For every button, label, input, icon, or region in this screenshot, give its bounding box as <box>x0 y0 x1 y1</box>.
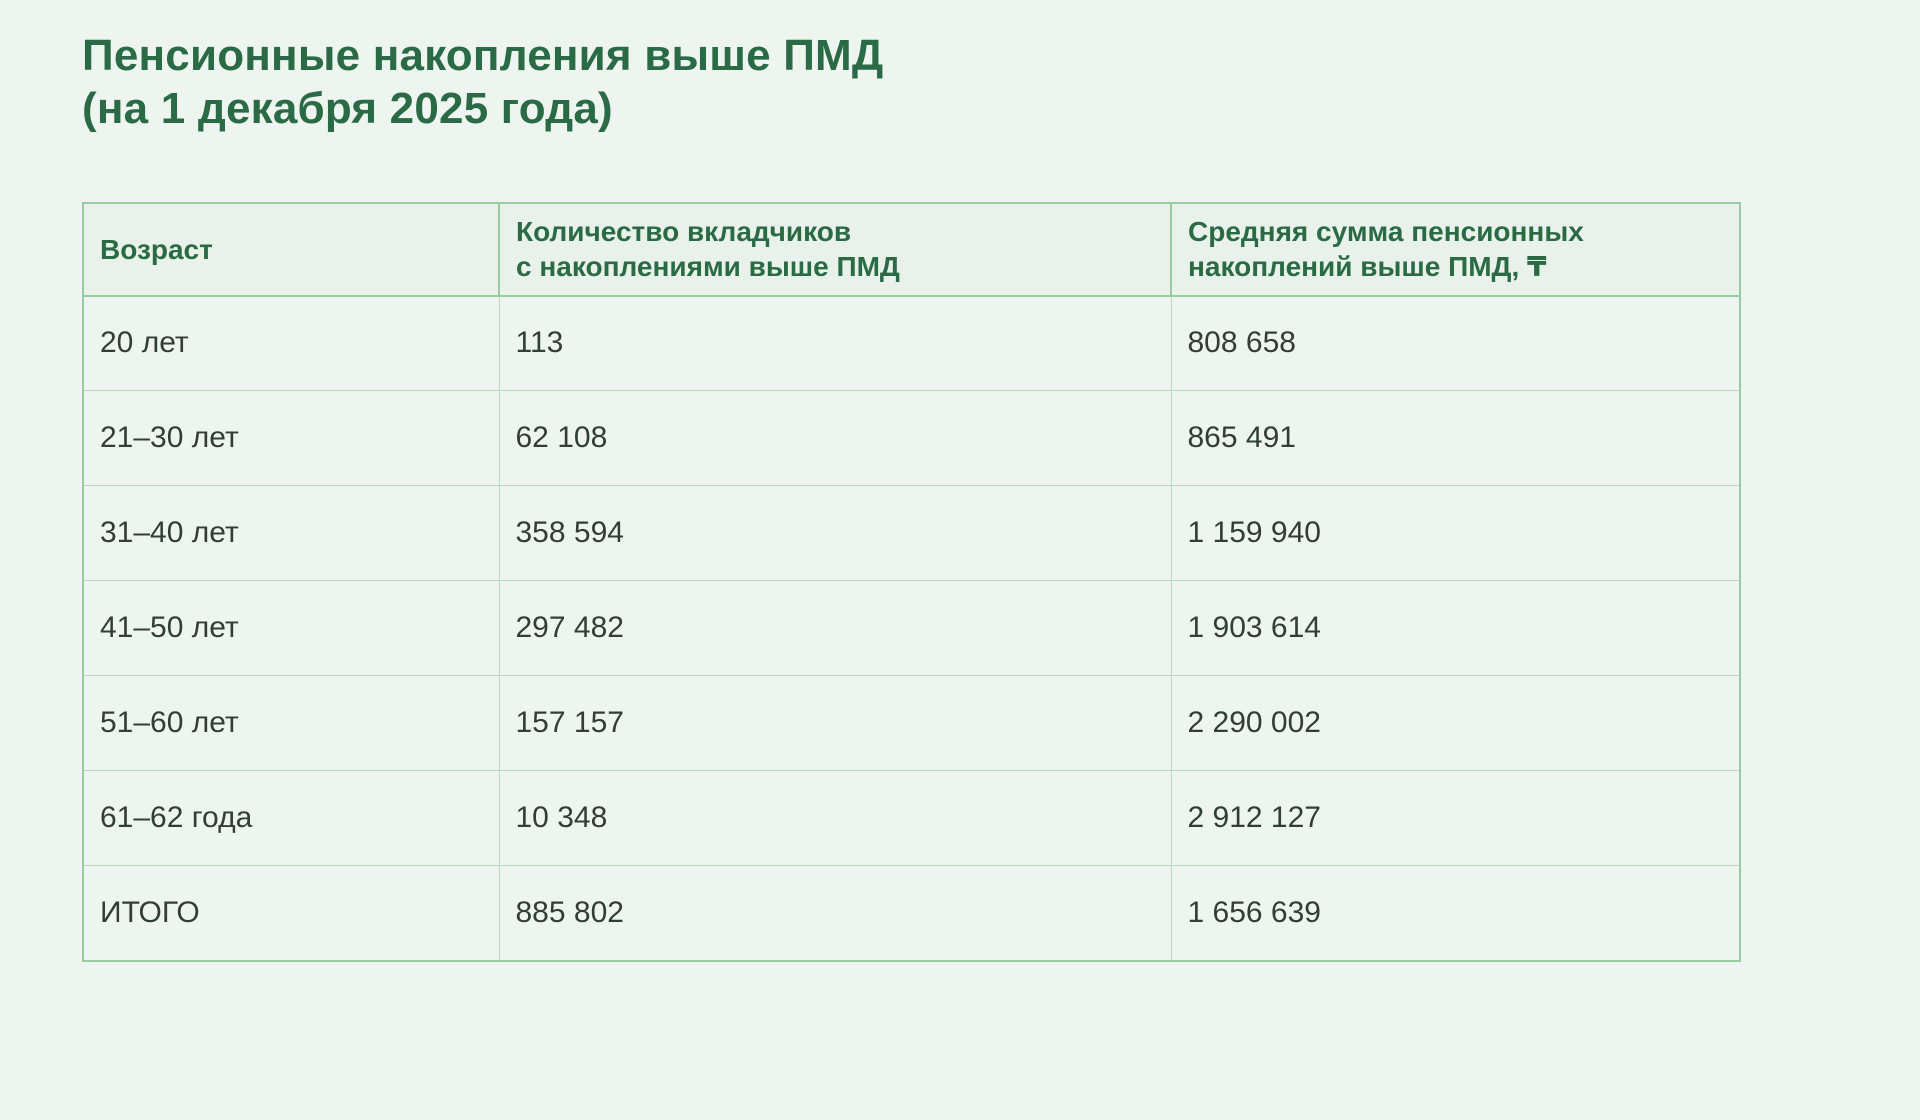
age-cell: 61–62 года <box>82 770 500 867</box>
title-line-2: (на 1 декабря 2025 года) <box>82 83 613 133</box>
table-row: 31–40 лет 358 594 1 159 940 <box>82 485 1741 582</box>
contributors-count-cell: 358 594 <box>498 485 1172 582</box>
table-row: 21–30 лет 62 108 865 491 <box>82 390 1741 487</box>
average-sum-cell: 1 656 639 <box>1170 865 1741 962</box>
page-title: Пенсионные накопления выше ПМД (на 1 дека… <box>82 30 1920 136</box>
column-header-average-sum: Средняя сумма пенсионных накоплений выше… <box>1170 201 1741 297</box>
age-cell: 21–30 лет <box>82 390 500 487</box>
table-header-row: Возраст Количество вкладчиков с накоплен… <box>82 201 1741 297</box>
column-header-contributors-count: Количество вкладчиков с накоплениями выш… <box>498 201 1172 297</box>
table-row: 51–60 лет 157 157 2 290 002 <box>82 675 1741 772</box>
contributors-count-cell: 885 802 <box>498 865 1172 962</box>
average-sum-cell: 2 912 127 <box>1170 770 1741 867</box>
average-sum-cell: 865 491 <box>1170 390 1741 487</box>
age-cell: 20 лет <box>82 295 500 392</box>
title-line-1: Пенсионные накопления выше ПМД <box>82 31 884 80</box>
contributors-count-cell: 10 348 <box>498 770 1172 867</box>
average-sum-cell: 2 290 002 <box>1170 675 1741 772</box>
age-cell: 31–40 лет <box>82 485 500 582</box>
age-cell: ИТОГО <box>82 865 500 962</box>
average-sum-cell: 1 903 614 <box>1170 580 1741 677</box>
infographic: Пенсионные накопления выше ПМД (на 1 дека… <box>82 30 1920 962</box>
table-row: 20 лет 113 808 658 <box>82 295 1741 392</box>
age-cell: 41–50 лет <box>82 580 500 677</box>
contributors-count-cell: 157 157 <box>498 675 1172 772</box>
table-body: 20 лет 113 808 658 21–30 лет 62 108 865 491 31… <box>82 295 1741 962</box>
column-header-age: Возраст <box>82 201 500 297</box>
average-sum-cell: 808 658 <box>1170 295 1741 392</box>
contributors-count-cell: 113 <box>498 295 1172 392</box>
pension-savings-table: Возраст Количество вкладчиков с накоплен… <box>82 201 1741 962</box>
table-row: ИТОГО 885 802 1 656 639 <box>82 865 1741 962</box>
contributors-count-cell: 297 482 <box>498 580 1172 677</box>
contributors-count-cell: 62 108 <box>498 390 1172 487</box>
age-cell: 51–60 лет <box>82 675 500 772</box>
table-row: 61–62 года 10 348 2 912 127 <box>82 770 1741 867</box>
table-row: 41–50 лет 297 482 1 903 614 <box>82 580 1741 677</box>
average-sum-cell: 1 159 940 <box>1170 485 1741 582</box>
